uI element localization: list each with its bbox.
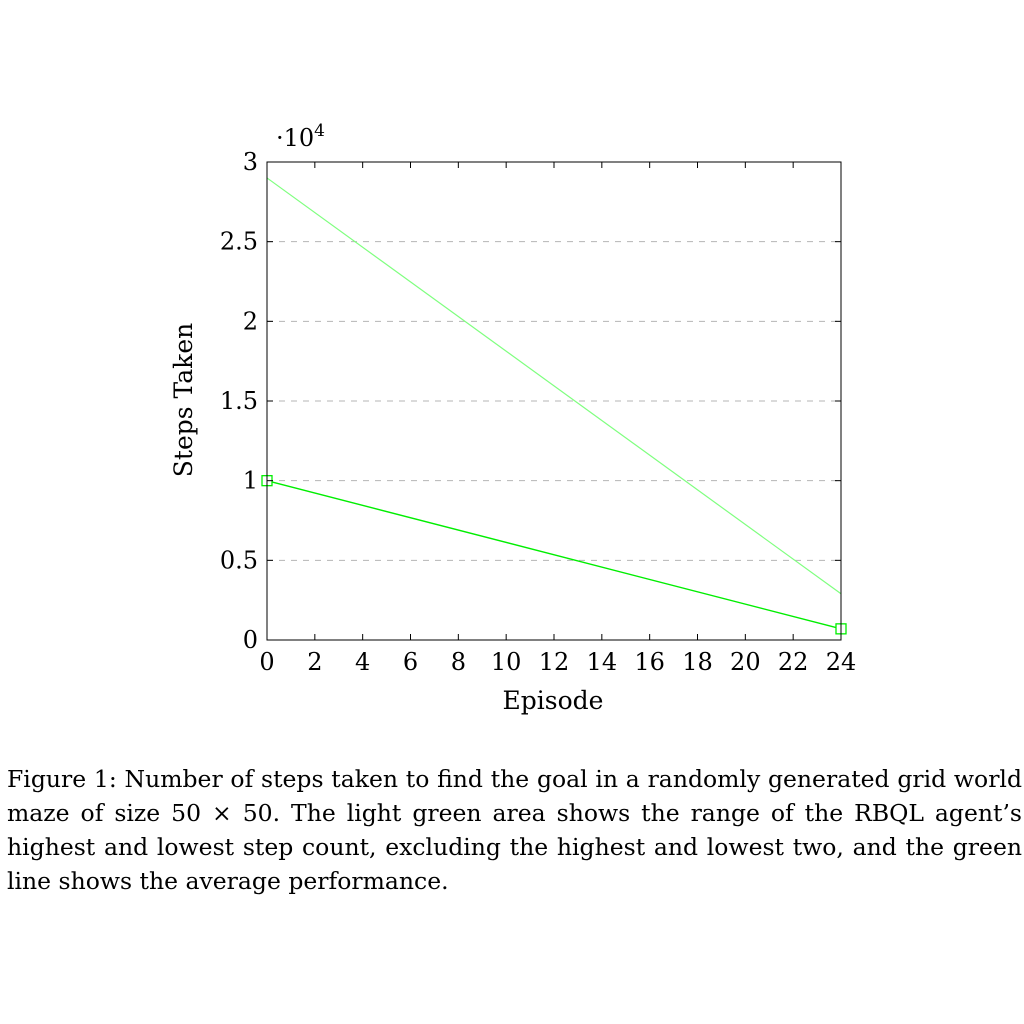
y-scale-multiplier: ·104 bbox=[276, 121, 325, 152]
y-tick-labels: 0 0.5 1 1.5 2 2.5 3 bbox=[220, 148, 258, 654]
y-tick-label-0: 0 bbox=[243, 626, 258, 654]
x-tick-label-4: 8 bbox=[451, 648, 466, 676]
x-tick-label-2: 4 bbox=[355, 648, 370, 676]
y-tick-label-4: 2 bbox=[243, 307, 258, 335]
x-tick-label-11: 22 bbox=[778, 648, 809, 676]
grid-lines bbox=[267, 241, 841, 561]
range-band bbox=[266, 177, 842, 595]
x-tick-label-12: 24 bbox=[826, 648, 857, 676]
band-upper-line bbox=[266, 177, 842, 595]
y-tick-label-1: 0.5 bbox=[220, 546, 258, 574]
x-tick-label-8: 16 bbox=[634, 648, 665, 676]
x-tick-label-10: 20 bbox=[730, 648, 761, 676]
y-tick-label-5: 2.5 bbox=[220, 228, 258, 256]
x-tick-label-7: 14 bbox=[587, 648, 618, 676]
series-layer bbox=[261, 475, 847, 635]
x-tick-label-5: 10 bbox=[491, 648, 522, 676]
y-axis-label: Steps Taken bbox=[169, 323, 198, 477]
x-tick-labels: 0 2 4 6 8 10 12 14 16 18 20 22 24 bbox=[259, 648, 856, 676]
y-tick-label-6: 3 bbox=[243, 148, 258, 176]
tick-marks bbox=[266, 161, 842, 641]
x-tick-label-1: 2 bbox=[307, 648, 322, 676]
x-axis-label: Episode bbox=[503, 686, 604, 715]
line-chart: 0 2 4 6 8 10 12 14 16 18 20 22 24 00.511.522.53 ·104… bbox=[169, 121, 856, 715]
series-line-0 bbox=[266, 479, 842, 630]
x-tick-label-0: 0 bbox=[259, 648, 274, 676]
y-tick-label-3: 1.5 bbox=[220, 387, 258, 415]
y-tick-label-2: 1 bbox=[243, 467, 258, 495]
x-tick-label-9: 18 bbox=[682, 648, 713, 676]
figure-caption: Figure 1: Number of steps taken to find … bbox=[7, 765, 1022, 895]
x-tick-label-6: 12 bbox=[539, 648, 570, 676]
x-tick-label-3: 6 bbox=[403, 648, 418, 676]
